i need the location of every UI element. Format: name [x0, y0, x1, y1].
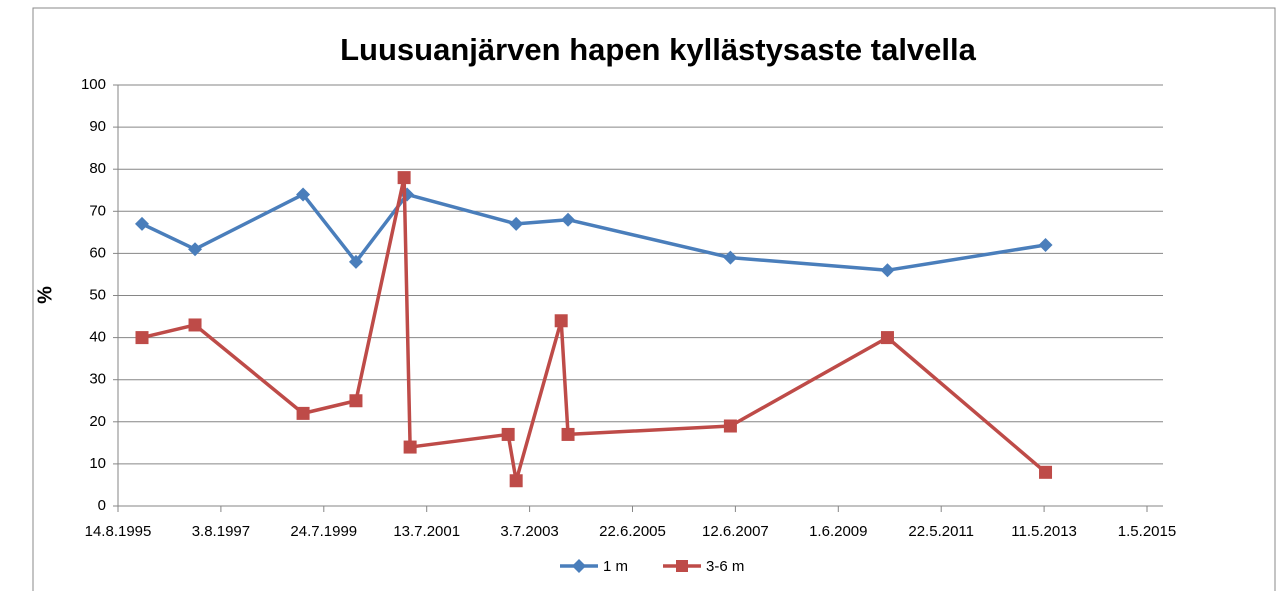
x-tick-label: 1.5.2015: [1118, 523, 1176, 540]
x-tick-label: 1.6.2009: [809, 523, 867, 540]
data-point: [188, 242, 203, 257]
x-tick-label: 14.8.1995: [85, 523, 152, 540]
y-tick-label: 60: [89, 244, 106, 261]
series-line: [141, 192, 1046, 272]
data-point: [880, 331, 894, 345]
data-point: [397, 171, 411, 185]
legend-label: 1 m: [603, 558, 628, 575]
data-point: [348, 254, 363, 269]
chart-border: [32, 7, 1276, 591]
data-point: [501, 427, 515, 441]
data-point: [723, 250, 738, 265]
data-point: [296, 187, 311, 202]
data-point: [723, 419, 737, 433]
y-tick-label: 70: [89, 202, 106, 219]
x-tick-label: 3.7.2003: [500, 523, 558, 540]
y-tick-label: 40: [89, 329, 106, 346]
data-point: [561, 212, 576, 227]
y-tick-label: 20: [89, 413, 106, 430]
data-point: [296, 406, 310, 420]
data-point: [554, 314, 568, 328]
x-tick-label: 22.5.2011: [908, 523, 974, 540]
data-point: [1038, 237, 1053, 252]
data-point: [403, 440, 417, 454]
data-point: [135, 216, 150, 231]
legend-label: 3-6 m: [706, 558, 744, 575]
x-tick-label: 3.8.1997: [192, 523, 250, 540]
data-point: [880, 263, 895, 278]
legend-marker: [572, 559, 586, 573]
data-point: [349, 394, 363, 408]
y-tick-label: 80: [89, 160, 106, 177]
legend-marker: [676, 560, 688, 572]
chart-title: Luusuanjärven hapen kyllästysaste talvel…: [340, 32, 977, 67]
y-tick-label: 30: [89, 371, 106, 388]
data-point: [1039, 465, 1053, 479]
x-tick-label: 13.7.2001: [393, 523, 460, 540]
y-tick-label: 10: [89, 455, 106, 472]
x-tick-label: 11.5.2013: [1011, 523, 1077, 540]
x-tick-label: 12.6.2007: [702, 523, 769, 540]
y-axis-label: %: [34, 286, 56, 304]
y-tick-label: 90: [89, 118, 106, 135]
x-tick-label: 24.7.1999: [290, 523, 357, 540]
data-point: [188, 318, 202, 332]
data-point: [509, 216, 524, 231]
x-tick-label: 22.6.2005: [599, 523, 666, 540]
y-tick-label: 0: [98, 497, 106, 514]
data-point: [509, 474, 523, 488]
y-tick-label: 50: [89, 286, 106, 303]
data-point: [561, 427, 575, 441]
y-tick-label: 100: [81, 76, 106, 93]
data-point: [135, 331, 149, 345]
